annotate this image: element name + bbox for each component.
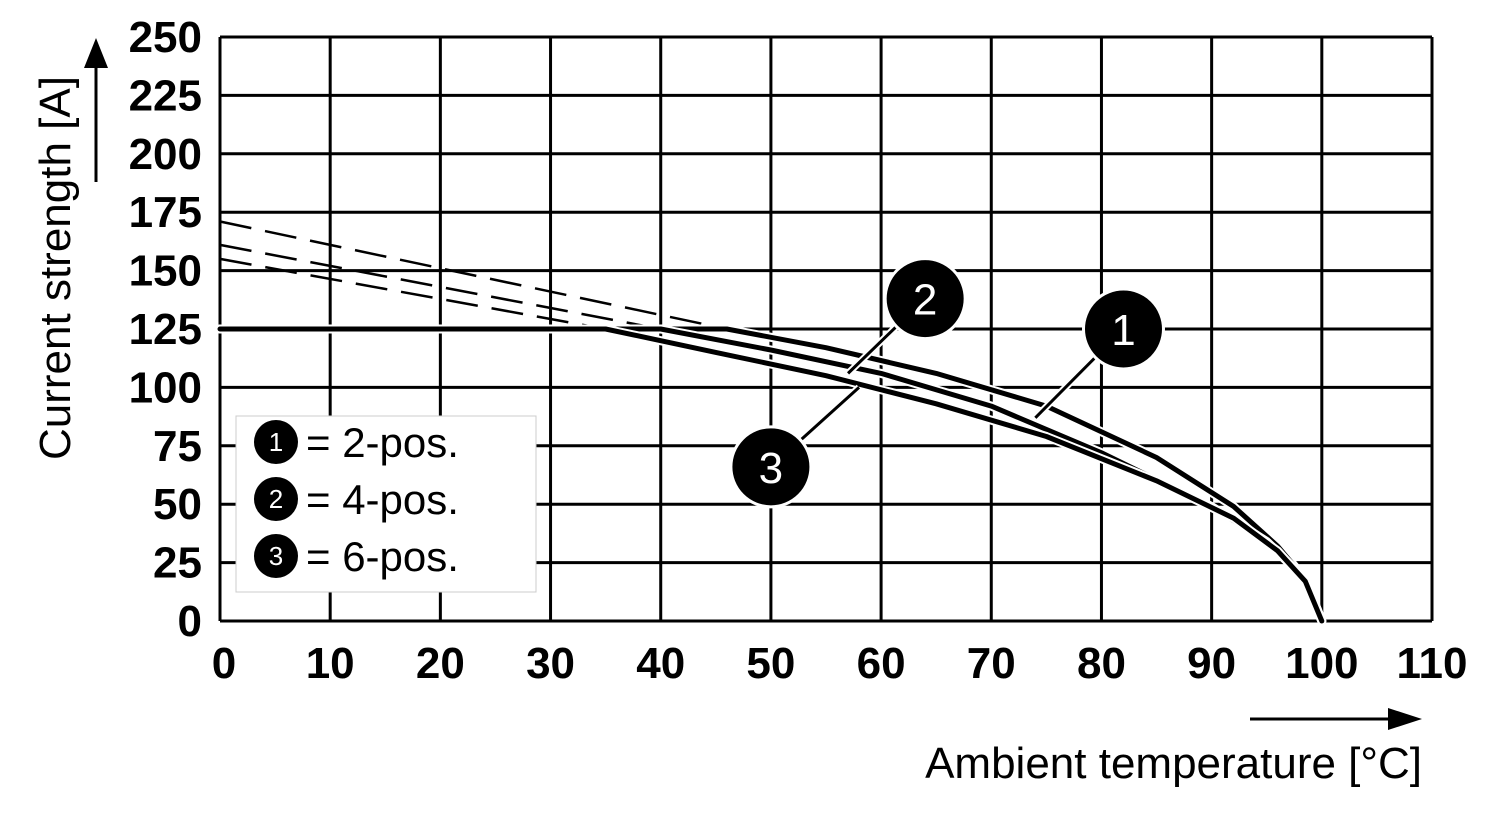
y-tick-label-175: 175 <box>129 188 202 237</box>
series-2-dashed-extension <box>219 243 661 331</box>
callout-1-label: 1 <box>1111 306 1135 355</box>
y-tick-label-225: 225 <box>129 71 202 120</box>
y-tick-label-25: 25 <box>153 539 202 588</box>
x-tick-label-0: 0 <box>212 639 236 688</box>
y-axis-title: Current strength [A] <box>31 76 80 460</box>
series-3-line <box>217 326 1325 624</box>
callout-2-circle <box>883 257 967 341</box>
x-tick-label-20: 20 <box>416 639 465 688</box>
callout-1-circle <box>1081 287 1165 371</box>
y-tick-label-75: 75 <box>153 422 202 471</box>
legend-marker-1 <box>254 420 298 464</box>
callout-3-label: 3 <box>759 444 783 493</box>
callout-2-label: 2 <box>913 276 937 325</box>
y-tick-label-125: 125 <box>129 305 202 354</box>
series-lines <box>215 220 1327 626</box>
series-1-dashed-extension <box>219 220 728 331</box>
legend: 1 = 2-pos. 2 = 4-pos. 3 = 6-pos. <box>235 415 537 593</box>
x-tick-label-110: 110 <box>1397 639 1468 688</box>
x-tick-label-40: 40 <box>636 639 685 688</box>
x-axis-title-group: Ambient temperature [°C] <box>925 708 1422 788</box>
grid <box>218 35 1434 623</box>
x-tick-label-100: 100 <box>1285 639 1358 688</box>
x-tick-label-90: 90 <box>1187 639 1236 688</box>
legend-item-1-text: = 2-pos. <box>306 419 459 466</box>
x-tick-label-80: 80 <box>1077 639 1126 688</box>
y-axis-arrow-head <box>84 38 108 68</box>
legend-item-2-text: = 4-pos. <box>306 476 459 523</box>
x-axis-arrow-head <box>1388 708 1422 730</box>
x-tick-label-50: 50 <box>746 639 795 688</box>
legend-marker-2 <box>254 477 298 521</box>
y-tick-label-200: 200 <box>129 130 202 179</box>
legend-item-3-text: = 6-pos. <box>306 533 459 580</box>
callouts: 1 2 3 <box>729 257 1165 509</box>
y-tick-label-0: 0 <box>178 597 202 646</box>
legend-marker-1-label: 1 <box>269 427 283 457</box>
x-tick-label-60: 60 <box>857 639 906 688</box>
y-tick-label-250: 250 <box>129 13 202 62</box>
y-tick-label-50: 50 <box>153 480 202 529</box>
x-tick-label-70: 70 <box>967 639 1016 688</box>
series-3-dashed-extension <box>219 257 606 331</box>
x-axis-title: Ambient temperature [°C] <box>925 739 1422 788</box>
x-tick-label-30: 30 <box>526 639 575 688</box>
tick-labels: 0 10 20 30 40 50 60 70 80 90 100 110 0 25 50 75 100 125 15… <box>129 13 1468 688</box>
y-tick-label-100: 100 <box>129 363 202 412</box>
callout-3-circle <box>729 425 813 509</box>
y-axis-title-group: Current strength [A] <box>31 38 108 460</box>
x-tick-label-10: 10 <box>306 639 355 688</box>
legend-marker-2-label: 2 <box>269 484 283 514</box>
y-tick-label-150: 150 <box>129 247 202 296</box>
legend-marker-3 <box>254 534 298 578</box>
legend-marker-3-label: 3 <box>269 541 283 571</box>
